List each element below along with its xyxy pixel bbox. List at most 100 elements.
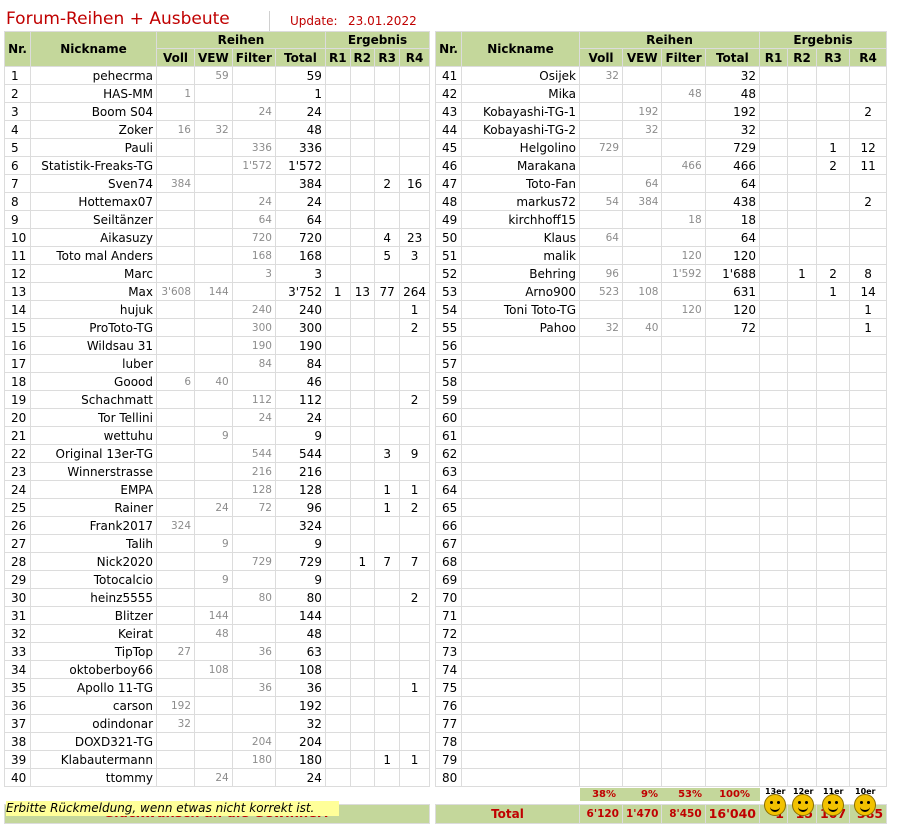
cell-nick: luber [30, 354, 157, 373]
cell-r2 [787, 84, 817, 103]
cell-r4: 1 [399, 678, 431, 697]
cell-vew [621, 714, 663, 733]
cell-nick: malik [461, 246, 580, 265]
cell-r3 [815, 120, 851, 139]
left-sheet: Nr. Nickname Reihen Ergebnis Voll VEW Fi… [3, 31, 431, 824]
col-voll-header: Voll [579, 48, 623, 67]
col-r3-header: R3 [815, 48, 851, 67]
cell-voll [579, 714, 623, 733]
col-r3-header: R3 [374, 48, 401, 67]
cell-filter [231, 84, 276, 103]
table-row: 12 Marc 3 3 [4, 264, 431, 283]
cell-voll: 523 [579, 282, 623, 301]
table-row: 14 hujuk 240 240 1 [4, 300, 431, 319]
cell-vew [194, 102, 233, 121]
cell-voll [579, 516, 623, 535]
cell-r3 [374, 732, 401, 751]
cell-nick: Behring [461, 264, 580, 283]
cell-nick [461, 678, 580, 697]
cell-nick: HAS-MM [30, 84, 157, 103]
right-sheet: Nr. Nickname Reihen Ergebnis Voll VEW Fi… [435, 31, 888, 824]
cell-nr: 52 [435, 264, 462, 283]
cell-voll [579, 696, 623, 715]
cell-total [704, 768, 761, 787]
table-row: 35 Apollo 11-TG 36 36 1 [4, 678, 431, 697]
cell-total: 32 [704, 120, 761, 139]
cell-filter [231, 768, 276, 787]
cell-r4 [399, 408, 431, 427]
cell-filter [661, 120, 706, 139]
cell-r1 [324, 354, 351, 373]
cell-r1 [324, 192, 351, 211]
cell-nr: 28 [4, 552, 31, 571]
cell-voll [579, 570, 623, 589]
cell-vew [621, 570, 663, 589]
cell-total: 64 [704, 174, 761, 193]
cell-r4 [399, 642, 431, 661]
cell-vew [621, 660, 663, 679]
cell-filter [661, 732, 706, 751]
cell-nick: Klabautermann [30, 750, 157, 769]
cell-vew [194, 156, 233, 175]
cell-voll [579, 588, 623, 607]
table-row: 60 [435, 408, 888, 427]
cell-nr: 69 [435, 570, 462, 589]
cell-r4 [849, 714, 888, 733]
table-row: 11 Toto mal Anders 168 168 5 3 [4, 246, 431, 265]
cell-vew [621, 426, 663, 445]
cell-vew [194, 318, 233, 337]
table-row: 51 malik 120 120 [435, 246, 888, 265]
table-row: 44 Kobayashi-TG-2 32 32 [435, 120, 888, 139]
cell-total: 112 [274, 390, 326, 409]
cell-nick: oktoberboy66 [30, 660, 157, 679]
cell-r3 [815, 570, 851, 589]
cell-voll [156, 462, 195, 481]
table-row: 17 luber 84 84 [4, 354, 431, 373]
cell-r2 [787, 714, 817, 733]
cell-filter [231, 372, 276, 391]
cell-nr: 17 [4, 354, 31, 373]
table-row: 56 [435, 336, 888, 355]
cell-vew [621, 462, 663, 481]
cell-r4 [849, 570, 888, 589]
cell-r1 [324, 156, 351, 175]
cell-nr: 39 [4, 750, 31, 769]
cell-r2 [349, 318, 376, 337]
cell-total [704, 552, 761, 571]
cell-r4: 7 [399, 552, 431, 571]
cell-r3 [815, 426, 851, 445]
cell-voll [579, 678, 623, 697]
cell-vew [621, 372, 663, 391]
cell-r1 [759, 156, 788, 175]
cell-r3 [815, 372, 851, 391]
cell-r2 [787, 228, 817, 247]
cell-nr: 18 [4, 372, 31, 391]
cell-r2 [787, 66, 817, 85]
cell-filter [231, 516, 276, 535]
cell-nick [461, 480, 580, 499]
cell-total: 36 [274, 678, 326, 697]
table-row: 16 Wildsau 31 190 190 [4, 336, 431, 355]
cell-filter [661, 696, 706, 715]
cell-r1 [324, 642, 351, 661]
cell-r1 [324, 498, 351, 517]
cell-r4 [849, 462, 888, 481]
cell-filter [661, 282, 706, 301]
cell-r4: 1 [849, 318, 888, 337]
cell-r4: 1 [399, 750, 431, 769]
cell-r2 [787, 660, 817, 679]
cell-filter [661, 354, 706, 373]
cell-voll: 192 [156, 696, 195, 715]
table-row: 36 carson 192 192 [4, 696, 431, 715]
cell-total [704, 714, 761, 733]
cell-nick: heinz5555 [30, 588, 157, 607]
cell-nick: TipTop [30, 642, 157, 661]
cell-r1 [324, 246, 351, 265]
cell-filter: 128 [231, 480, 276, 499]
cell-r2 [349, 444, 376, 463]
cell-r4 [399, 192, 431, 211]
cell-filter: 1'592 [661, 264, 706, 283]
cell-r2 [787, 120, 817, 139]
cell-r4 [399, 372, 431, 391]
cell-r3: 2 [815, 264, 851, 283]
